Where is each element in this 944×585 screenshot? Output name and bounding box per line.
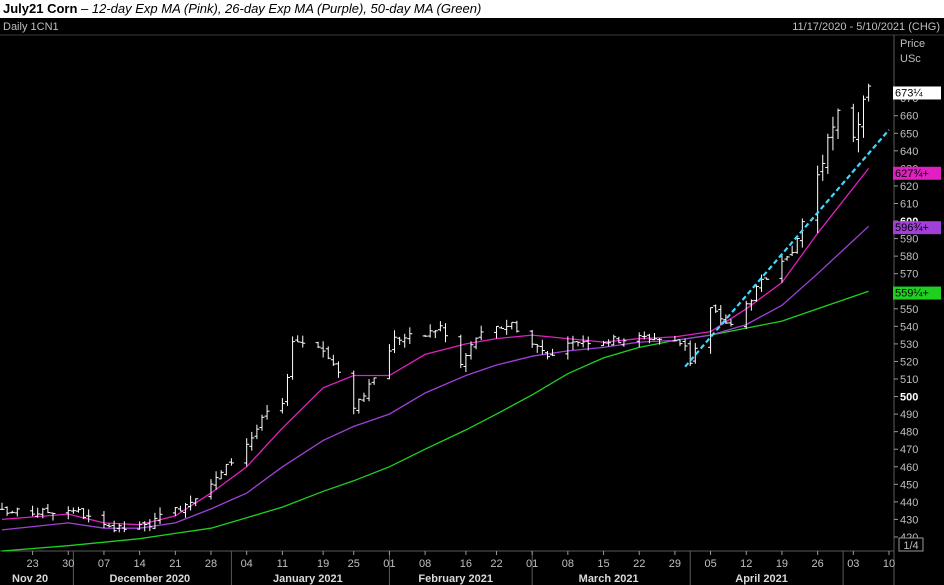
date-tick-label: 19 (776, 558, 788, 570)
date-tick-label: 04 (241, 558, 253, 570)
date-tick-label: 07 (98, 558, 110, 570)
scale-button[interactable] (898, 537, 924, 552)
price-tick-label: 500 (900, 392, 918, 404)
date-tick-label: 19 (317, 558, 329, 570)
price-chart[interactable]: Daily 1CN1 11/17/2020 - 5/10/2021 (CHG) … (0, 18, 944, 585)
last-price-tag-label: 673¼ (895, 87, 923, 99)
month-label: Nov 20 (12, 573, 48, 585)
price-tick-label: 510 (900, 374, 918, 386)
price-tick-label: 430 (900, 514, 918, 526)
date-tick-label: 25 (348, 558, 360, 570)
price-tick-label: 620 (900, 181, 918, 193)
ema12-tag-label: 627¾+ (895, 168, 929, 180)
date-tick-label: 22 (633, 558, 645, 570)
chart-title: July21 Corn – 12-day Exp MA (Pink), 26-d… (0, 0, 944, 18)
ema26-tag (893, 221, 941, 235)
month-label: January 2021 (273, 573, 343, 585)
date-tick-label: 08 (419, 558, 431, 570)
price-tick-label: 610 (900, 198, 918, 210)
price-tick-label: 650 (900, 128, 918, 140)
last-price-tag (893, 86, 941, 100)
price-bars (0, 83, 872, 533)
grid (72, 551, 844, 585)
time-axis: 23 30 07 14 21 28 04 11 19 25 01 08 16 22 01 08 15 22 29 05… (12, 551, 895, 585)
price-tick-label: 570 (900, 269, 918, 281)
chart-title-sub: – 12-day Exp MA (Pink), 26-day Exp MA (P… (77, 1, 482, 16)
month-label: December 2020 (109, 573, 190, 585)
support-trendline (684, 129, 890, 368)
last-value-tags: 673¼ 627¾+ 596¾+ 559¼+ (893, 86, 941, 300)
price-tick-label: 640 (900, 146, 918, 158)
date-tick-label: 05 (704, 558, 716, 570)
date-tick-label: 15 (597, 558, 609, 570)
price-tick-label: 530 (900, 339, 918, 351)
price-tick-label: 550 (900, 304, 918, 316)
date-tick-label: 16 (460, 558, 472, 570)
ema12-line (1, 167, 870, 526)
date-tick-label: 12 (740, 558, 752, 570)
date-tick-label: 28 (205, 558, 217, 570)
month-label: April 2021 (735, 573, 788, 585)
chart-background (0, 18, 944, 585)
chart-title-main: July21 Corn (3, 1, 78, 16)
scale-button-label: 1/4 (903, 540, 918, 552)
ma50-tag-label: 559¼+ (895, 288, 929, 300)
price-tick-label: 480 (900, 427, 918, 439)
price-tick-label: 470 (900, 444, 918, 456)
price-tick-label: 660 (900, 111, 918, 123)
ema12-tag (893, 166, 941, 180)
date-tick-label: 22 (490, 558, 502, 570)
ema26-line (1, 225, 870, 531)
month-label: February 2021 (418, 573, 493, 585)
date-tick-label: 08 (562, 558, 574, 570)
trendline (684, 129, 890, 368)
date-tick-label: 26 (812, 558, 824, 570)
date-tick-label: 01 (383, 558, 395, 570)
symbol-label: Daily 1CN1 (3, 21, 59, 33)
price-axis-label: Price (900, 38, 925, 50)
price-tick-label: 460 (900, 462, 918, 474)
price-tick-label: 440 (900, 497, 918, 509)
date-tick-label: 11 (277, 558, 288, 570)
moving-averages (1, 167, 870, 552)
ma50-tag (893, 286, 941, 300)
date-tick-label: 14 (134, 558, 146, 570)
date-range-label: 11/17/2020 - 5/10/2021 (CHG) (792, 21, 940, 33)
date-tick-label: 01 (526, 558, 538, 570)
date-tick-label: 30 (62, 558, 74, 570)
price-tick-label: 520 (900, 356, 918, 368)
price-tick-label: 590 (900, 234, 918, 246)
price-tick-label: 580 (900, 251, 918, 263)
date-tick-label: 10 (883, 558, 895, 570)
unit-axis-label: USc (900, 53, 921, 65)
ema26-tag-label: 596¾+ (895, 222, 929, 234)
date-tick-label: 29 (669, 558, 681, 570)
month-label: March 2021 (579, 573, 639, 585)
date-tick-label: 21 (169, 558, 181, 570)
price-tick-label: 490 (900, 409, 918, 421)
date-tick-label: 23 (26, 558, 38, 570)
date-tick-label: 03 (847, 558, 859, 570)
price-tick-label: 450 (900, 479, 918, 491)
price-tick-label: 540 (900, 321, 918, 333)
